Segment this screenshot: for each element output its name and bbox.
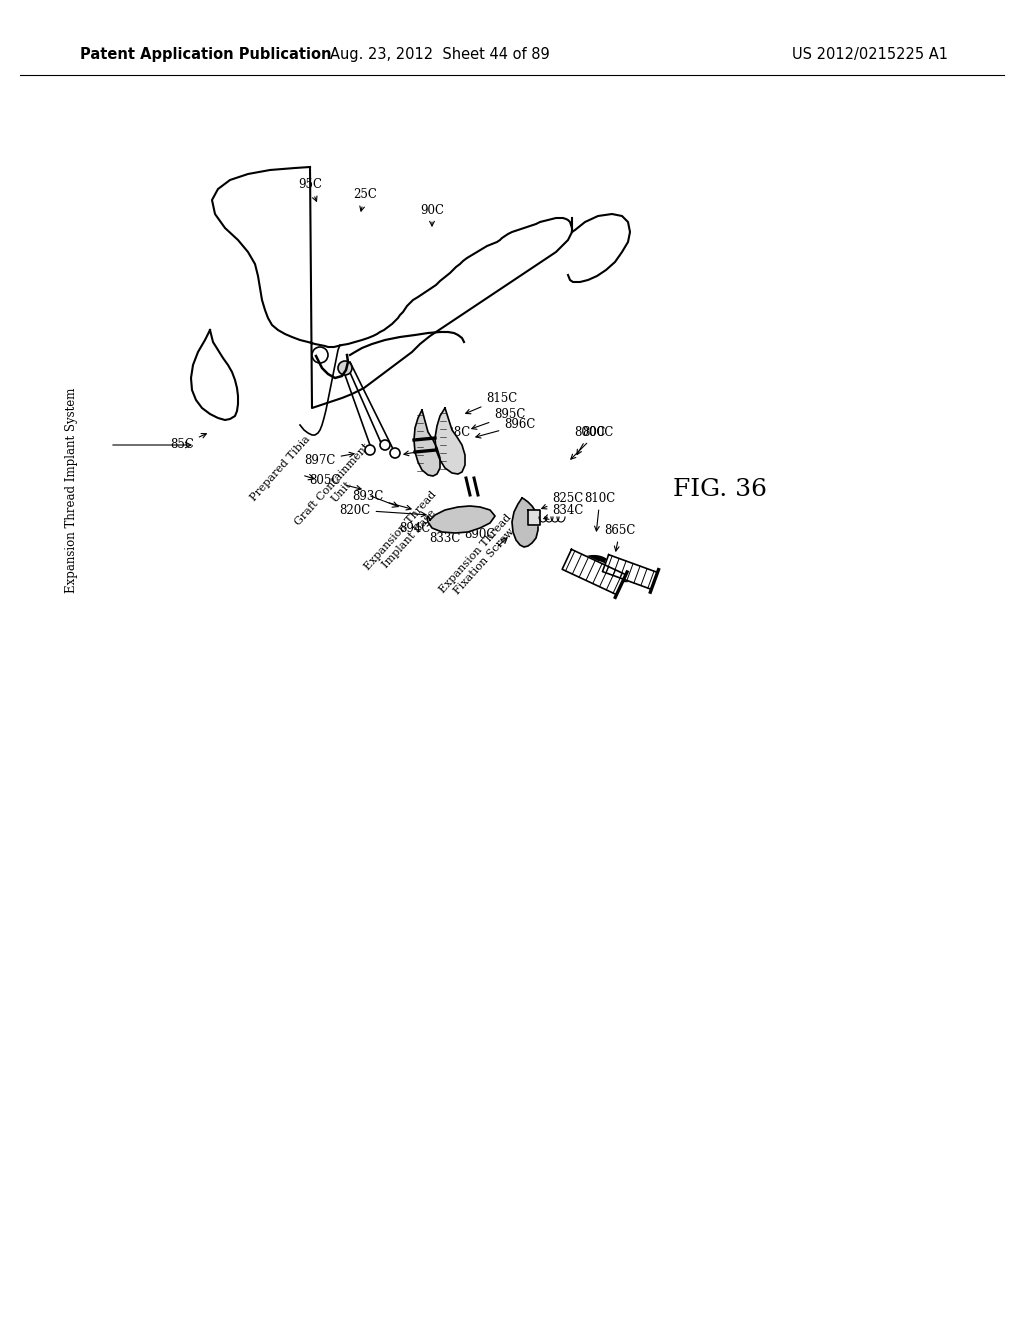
Circle shape bbox=[380, 440, 390, 450]
Text: 805C: 805C bbox=[309, 474, 361, 490]
Text: Expansion Thread Implant System: Expansion Thread Implant System bbox=[66, 387, 79, 593]
Polygon shape bbox=[414, 411, 440, 477]
Polygon shape bbox=[427, 506, 495, 533]
Text: 800C: 800C bbox=[574, 425, 605, 454]
Text: 893C: 893C bbox=[352, 491, 411, 510]
Text: 890C: 890C bbox=[464, 523, 496, 541]
Text: 815C: 815C bbox=[466, 392, 517, 413]
Circle shape bbox=[312, 347, 328, 363]
Text: 897C: 897C bbox=[304, 453, 354, 466]
Text: Graft Containment
Unit: Graft Containment Unit bbox=[294, 441, 381, 535]
Text: Aug. 23, 2012  Sheet 44 of 89: Aug. 23, 2012 Sheet 44 of 89 bbox=[330, 48, 550, 62]
Text: 865C: 865C bbox=[604, 524, 636, 550]
Text: 25C: 25C bbox=[353, 189, 377, 211]
Text: FIG. 36: FIG. 36 bbox=[673, 479, 767, 502]
Text: 800C: 800C bbox=[570, 425, 613, 459]
Text: 892C: 892C bbox=[403, 441, 454, 455]
Text: 95C: 95C bbox=[298, 178, 322, 201]
Text: Expansion Thread
Fixation Screw: Expansion Thread Fixation Screw bbox=[438, 512, 522, 603]
Text: 833C: 833C bbox=[429, 525, 461, 544]
Circle shape bbox=[390, 447, 400, 458]
Text: US 2012/0215225 A1: US 2012/0215225 A1 bbox=[792, 48, 948, 62]
Text: Prepared Tibia: Prepared Tibia bbox=[248, 433, 311, 503]
Circle shape bbox=[338, 360, 352, 375]
Polygon shape bbox=[512, 498, 538, 546]
Text: Patent Application Publication: Patent Application Publication bbox=[80, 48, 332, 62]
Text: 810C: 810C bbox=[585, 491, 615, 531]
Text: 898C: 898C bbox=[424, 425, 471, 444]
Text: 85C: 85C bbox=[170, 433, 207, 451]
Polygon shape bbox=[435, 408, 465, 474]
Polygon shape bbox=[528, 510, 540, 525]
Polygon shape bbox=[562, 549, 626, 594]
Text: 820C: 820C bbox=[339, 503, 426, 516]
Text: 825C: 825C bbox=[542, 491, 584, 510]
Circle shape bbox=[365, 445, 375, 455]
Text: 894C: 894C bbox=[399, 520, 436, 535]
Text: 834C: 834C bbox=[544, 503, 584, 519]
Text: 895C: 895C bbox=[472, 408, 525, 429]
Text: Expansion Thread
Implant Base: Expansion Thread Implant Base bbox=[362, 490, 447, 581]
Text: 90C: 90C bbox=[420, 203, 444, 226]
Polygon shape bbox=[602, 554, 657, 589]
Text: 896C: 896C bbox=[476, 418, 536, 438]
